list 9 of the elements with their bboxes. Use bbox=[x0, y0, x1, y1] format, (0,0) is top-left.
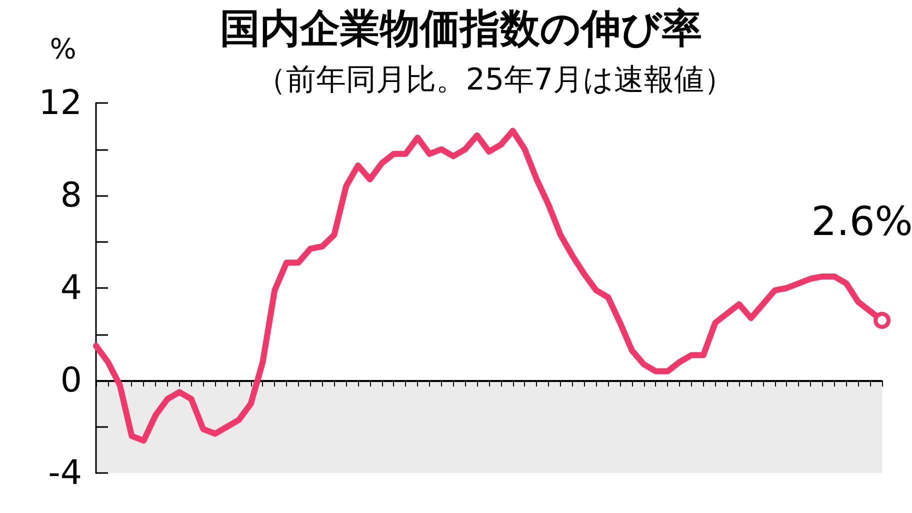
y-tick-label: -4 bbox=[48, 453, 82, 493]
chart-subtitle: （前年同月比。25年7月は速報値） bbox=[256, 62, 734, 98]
chart-title: 国内企業物価指数の伸び率 bbox=[220, 6, 702, 52]
y-tick-label: 4 bbox=[60, 268, 82, 308]
y-tick-label: 8 bbox=[60, 176, 82, 216]
y-axis-title: % bbox=[50, 32, 76, 66]
data-label: 2.6% bbox=[811, 198, 912, 245]
y-tick-label: 12 bbox=[38, 83, 82, 123]
y-tick-label: 0 bbox=[60, 360, 82, 400]
